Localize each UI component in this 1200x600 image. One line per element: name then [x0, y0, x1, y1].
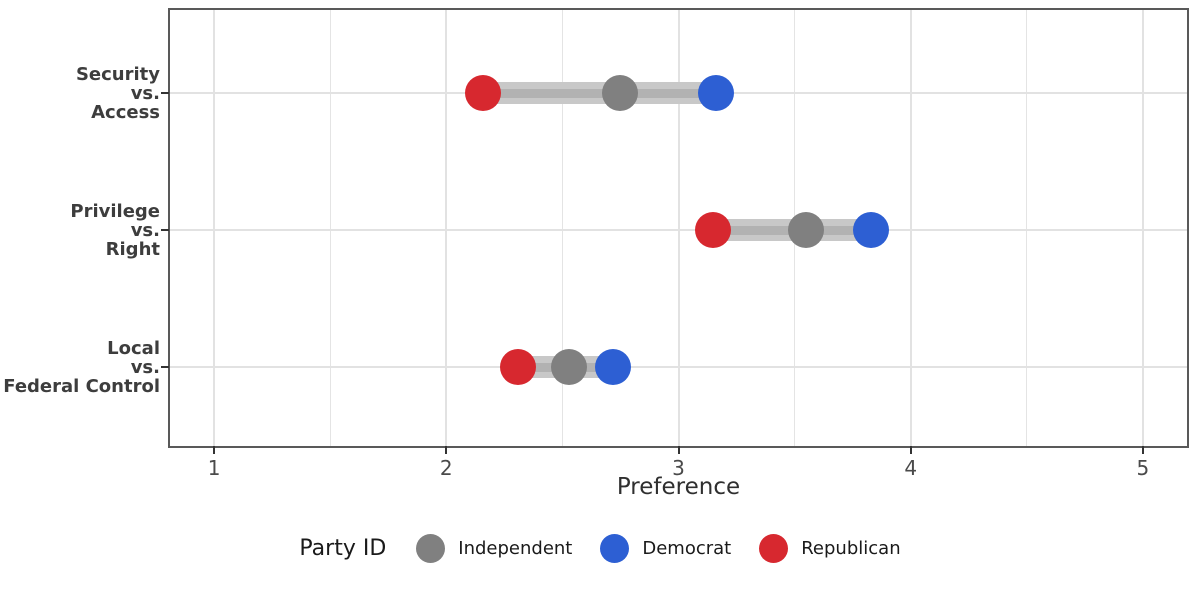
x-tick-mark [213, 446, 216, 454]
democrat-swatch-icon [600, 534, 630, 563]
plot-panel [168, 8, 1189, 448]
major-gridline [1141, 10, 1144, 446]
range-band-core [483, 88, 716, 98]
x-tick-label: 1 [207, 456, 221, 480]
y-axis-category-label: Security vs. Access [75, 63, 160, 123]
y-axis-category-label: Local vs. Federal Control [3, 337, 160, 397]
x-tick-mark [677, 446, 680, 454]
category-gridline [170, 366, 1187, 368]
y-axis-category-label: Privilege vs. Right [70, 200, 160, 260]
legend-label: Republican [801, 538, 901, 559]
major-gridline [909, 10, 912, 446]
y-tick-mark [161, 229, 169, 231]
democrat-dot [853, 212, 890, 248]
democrat-dot [697, 75, 734, 111]
minor-gridline [1026, 10, 1028, 446]
democrat-dot [595, 349, 632, 385]
minor-gridline [561, 10, 563, 446]
x-axis-title: Preference [616, 474, 741, 500]
x-tick-label: 5 [1136, 456, 1150, 480]
y-tick-mark [161, 366, 169, 368]
independent-dot [551, 349, 588, 385]
major-gridline [677, 10, 680, 446]
legend-item-independent: Independent [416, 534, 572, 563]
x-tick-label: 2 [439, 456, 453, 480]
independent-dot [788, 212, 825, 248]
y-tick-mark [161, 92, 169, 94]
republican-dot [465, 75, 502, 111]
x-tick-mark [445, 446, 448, 454]
independent-dot [602, 75, 639, 111]
legend-item-democrat: Democrat [600, 534, 731, 563]
legend-title: Party ID [299, 536, 387, 561]
major-gridline [213, 10, 216, 446]
x-tick-label: 4 [904, 456, 918, 480]
x-tick-mark [909, 446, 912, 454]
republican-dot [695, 212, 732, 248]
x-tick-mark [1141, 446, 1144, 454]
minor-gridline [329, 10, 331, 446]
republican-dot [500, 349, 537, 385]
legend-label: Independent [458, 538, 573, 559]
x-tick-label: 3 [672, 456, 685, 480]
category-gridline [170, 229, 1187, 231]
republican-swatch-icon [759, 534, 789, 563]
legend-item-republican: Republican [759, 534, 901, 563]
major-gridline [445, 10, 448, 446]
legend-label: Democrat [642, 538, 732, 559]
independent-swatch-icon [416, 534, 446, 563]
legend: Party ID Independent Democrat Republican [0, 534, 1200, 563]
